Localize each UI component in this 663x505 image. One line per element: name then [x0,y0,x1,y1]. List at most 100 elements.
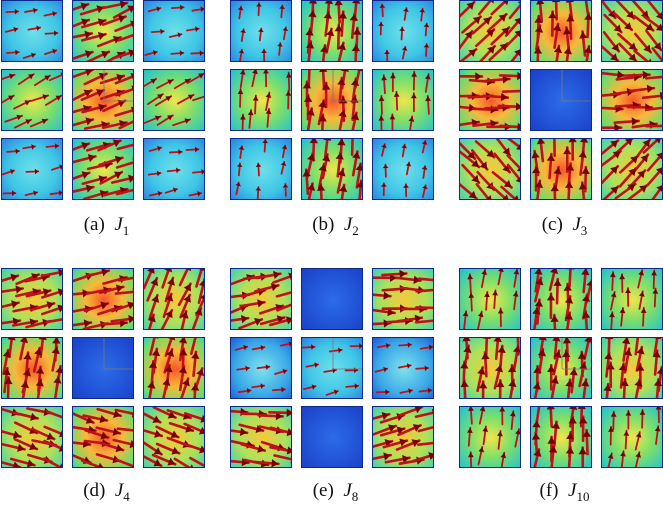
field-map-cell [143,337,205,399]
field-map-cell [143,406,205,468]
field-map-cell [530,337,592,399]
field-map-cell [372,138,434,200]
field-map-svg [531,338,592,399]
field-map-cell [301,406,363,468]
field-map-cell [372,337,434,399]
field-map-cell [1,406,63,468]
field-map-svg [602,338,663,399]
caption-f: (f) J10 [462,480,663,505]
field-map-cell [1,337,63,399]
panel-c [459,0,663,200]
field-map-cell [301,268,363,330]
field-map-svg [373,70,434,131]
field-map-svg [73,139,134,200]
field-map-svg [73,407,134,468]
field-map-svg [531,407,592,468]
field-map-svg [144,338,205,399]
field-map-svg [602,407,663,468]
field-map-svg [231,269,292,330]
field-background [302,269,363,330]
field-arrow [323,70,324,89]
field-map-svg [231,1,292,62]
field-map-cell [601,138,663,200]
field-arrow [416,307,434,308]
field-arrowhead [520,87,521,95]
field-map-cell [230,138,292,200]
field-map-cell [301,0,363,62]
field-map-svg [302,269,363,330]
field-map-cell [459,0,521,62]
field-map-svg [373,407,434,468]
field-map-cell [72,337,134,399]
field-arrow [309,70,310,87]
panel-f [459,268,663,468]
field-map-svg [460,338,521,399]
panel-c-grid [459,0,663,200]
field-map-svg [144,269,205,330]
field-map-cell [72,406,134,468]
field-map-svg [144,70,205,131]
field-map-cell [372,406,434,468]
field-map-cell [530,0,592,62]
field-arrowhead [578,407,586,409]
panel-b-grid [230,0,435,200]
field-map-svg [460,1,521,62]
field-map-cell [372,268,434,330]
panel-a [1,0,206,200]
field-map-cell [1,0,63,62]
field-map-svg [231,338,292,399]
field-arrow [550,407,551,427]
field-map-cell [372,0,434,62]
field-map-svg [460,269,521,330]
field-map-svg [144,139,205,200]
field-map-svg [302,70,363,131]
field-map-svg [602,70,663,131]
field-map-svg [373,338,434,399]
field-map-cell [459,69,521,131]
field-background [531,70,592,131]
field-map-cell [230,268,292,330]
field-map-cell [459,406,521,468]
field-arrow [352,139,353,155]
field-map-svg [144,407,205,468]
field-map-cell [530,138,592,200]
caption-e: (e) J8 [233,480,438,505]
field-map-cell [72,0,134,62]
field-map-cell [601,69,663,131]
field-map-svg [302,1,363,62]
field-map-cell [301,138,363,200]
field-map-cell [72,69,134,131]
field-map-svg [602,1,663,62]
field-map-svg [231,70,292,131]
field-map-cell [72,138,134,200]
field-map-svg [373,1,434,62]
field-map-cell [1,69,63,131]
field-map-cell [143,69,205,131]
field-map-cell [530,406,592,468]
caption-b: (b) J2 [233,214,438,239]
field-map-svg [144,1,205,62]
panel-b [230,0,435,200]
field-arrow [570,269,571,287]
field-map-svg [460,407,521,468]
field-map-svg [602,269,663,330]
field-map-svg [460,139,521,200]
panel-e-grid [230,268,435,468]
panel-a-grid [1,0,206,200]
field-map-cell [72,268,134,330]
field-map-cell [601,268,663,330]
field-map-svg [460,70,521,131]
field-map-cell [530,69,592,131]
panel-f-grid [459,268,663,468]
caption-a: (a) J1 [4,214,209,239]
field-map-svg [531,139,592,200]
field-map-svg [73,269,134,330]
field-map-svg [2,70,63,131]
field-arrowhead [517,123,521,131]
field-map-svg [73,338,134,399]
field-arrowhead [517,72,521,80]
field-map-cell [459,268,521,330]
field-map-cell [143,138,205,200]
field-arrowhead [62,414,63,422]
panel-e [230,268,435,468]
